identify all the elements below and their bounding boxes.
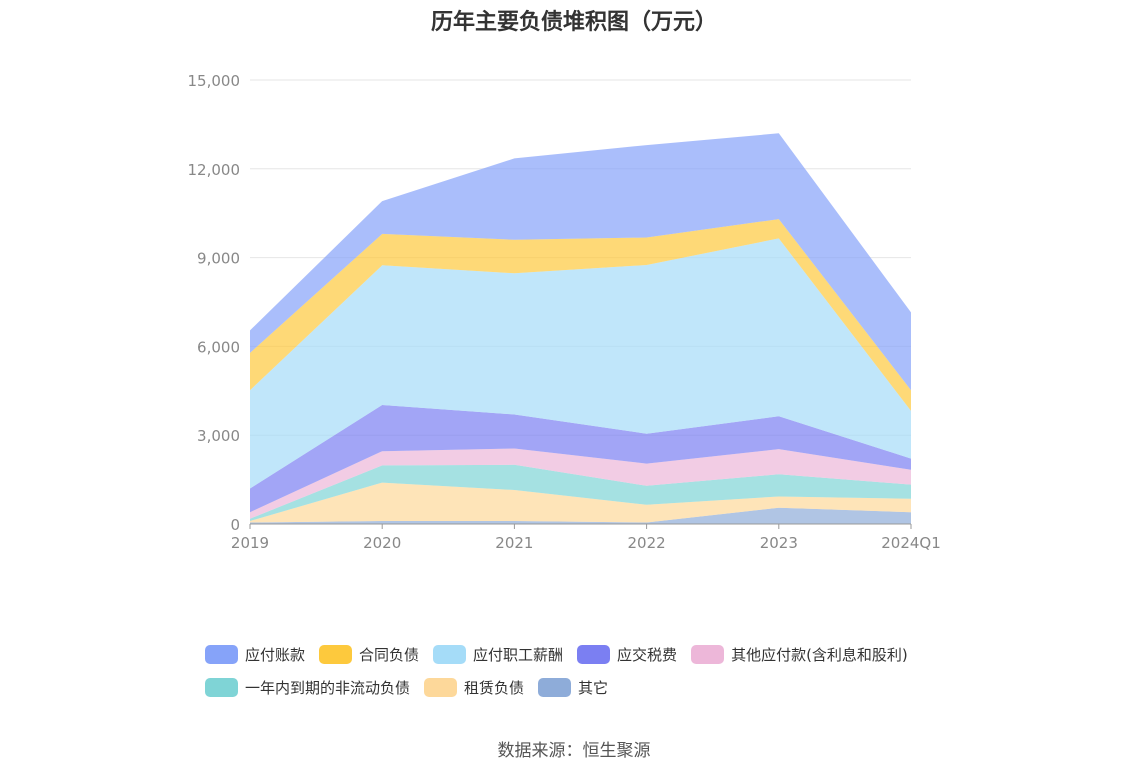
legend-item[interactable]: 其他应付款(含利息和股利) (691, 644, 908, 665)
legend-label: 租赁负债 (464, 679, 525, 697)
legend-swatch (319, 645, 353, 664)
y-tick-label: 12,000 (188, 161, 241, 179)
legend-item[interactable]: 其它 (538, 677, 608, 698)
legend-row: 一年内到期的非流动负债 租赁负债 其它 (205, 671, 965, 704)
legend-label: 其它 (578, 679, 609, 697)
legend-row: 应付账款 合同负债 应付职工薪酬 应交税费 其他应付款(含利息和股利) (205, 638, 965, 671)
x-tick-label: 2022 (628, 534, 666, 552)
legend-label: 应交税费 (617, 646, 678, 664)
y-tick-label: 0 (230, 516, 240, 534)
area-其它 (250, 507, 911, 524)
y-tick-label: 6,000 (197, 338, 240, 356)
area-应付账款 (250, 133, 911, 391)
legend-label: 应付职工薪酬 (473, 646, 564, 664)
legend-swatch (205, 645, 238, 664)
x-tick-label: 2023 (760, 534, 798, 552)
x-tick-label: 2019 (231, 534, 269, 552)
area-其他应付款(含利息和股利) (250, 448, 911, 519)
x-tick-label: 2024Q1 (881, 534, 941, 552)
legend-label: 其他应付款(含利息和股利) (731, 646, 908, 664)
stacked-area-chart: 0 3,000 6,000 9,000 12,000 15,000 2019 2020 2021… (188, 72, 941, 552)
legend-swatch (691, 645, 725, 664)
legend-item[interactable]: 应交税费 (577, 644, 677, 665)
area-租赁负债 (250, 482, 911, 523)
area-合同负债 (250, 219, 911, 411)
legend-swatch (538, 678, 572, 697)
y-tick-label: 15,000 (188, 72, 241, 90)
legend-swatch (433, 645, 467, 664)
chart-legend: 应付账款 合同负债 应付职工薪酬 应交税费 其他应付款(含利息和股利) 一年内到期的非流动… (205, 638, 965, 704)
area-应交税费 (250, 405, 911, 513)
legend-item[interactable]: 应付职工薪酬 (433, 644, 563, 665)
legend-swatch (205, 678, 238, 697)
legend-label: 应付账款 (245, 646, 306, 664)
area-series (250, 133, 911, 524)
legend-item[interactable]: 应付账款 (205, 644, 305, 665)
y-tick-label: 3,000 (197, 427, 240, 445)
x-tick-label: 2020 (363, 534, 401, 552)
area-一年内到期的非流动负债 (250, 464, 911, 521)
y-tick-label: 9,000 (197, 250, 240, 268)
area-应付职工薪酬 (250, 238, 911, 489)
legend-item[interactable]: 一年内到期的非流动负债 (205, 677, 410, 698)
x-tick-label: 2021 (495, 534, 533, 552)
chart-title: 历年主要负债堆积图（万元） (430, 10, 717, 35)
legend-swatch (424, 678, 458, 697)
legend-item[interactable]: 合同负债 (319, 644, 419, 665)
source-note: 数据来源：恒生聚源 (497, 741, 651, 761)
legend-label: 一年内到期的非流动负债 (245, 679, 411, 697)
legend-item[interactable]: 租赁负债 (424, 677, 524, 698)
axes: 0 3,000 6,000 9,000 12,000 15,000 2019 2020 2021… (188, 72, 941, 552)
legend-swatch (577, 645, 611, 664)
legend-label: 合同负债 (359, 646, 420, 664)
